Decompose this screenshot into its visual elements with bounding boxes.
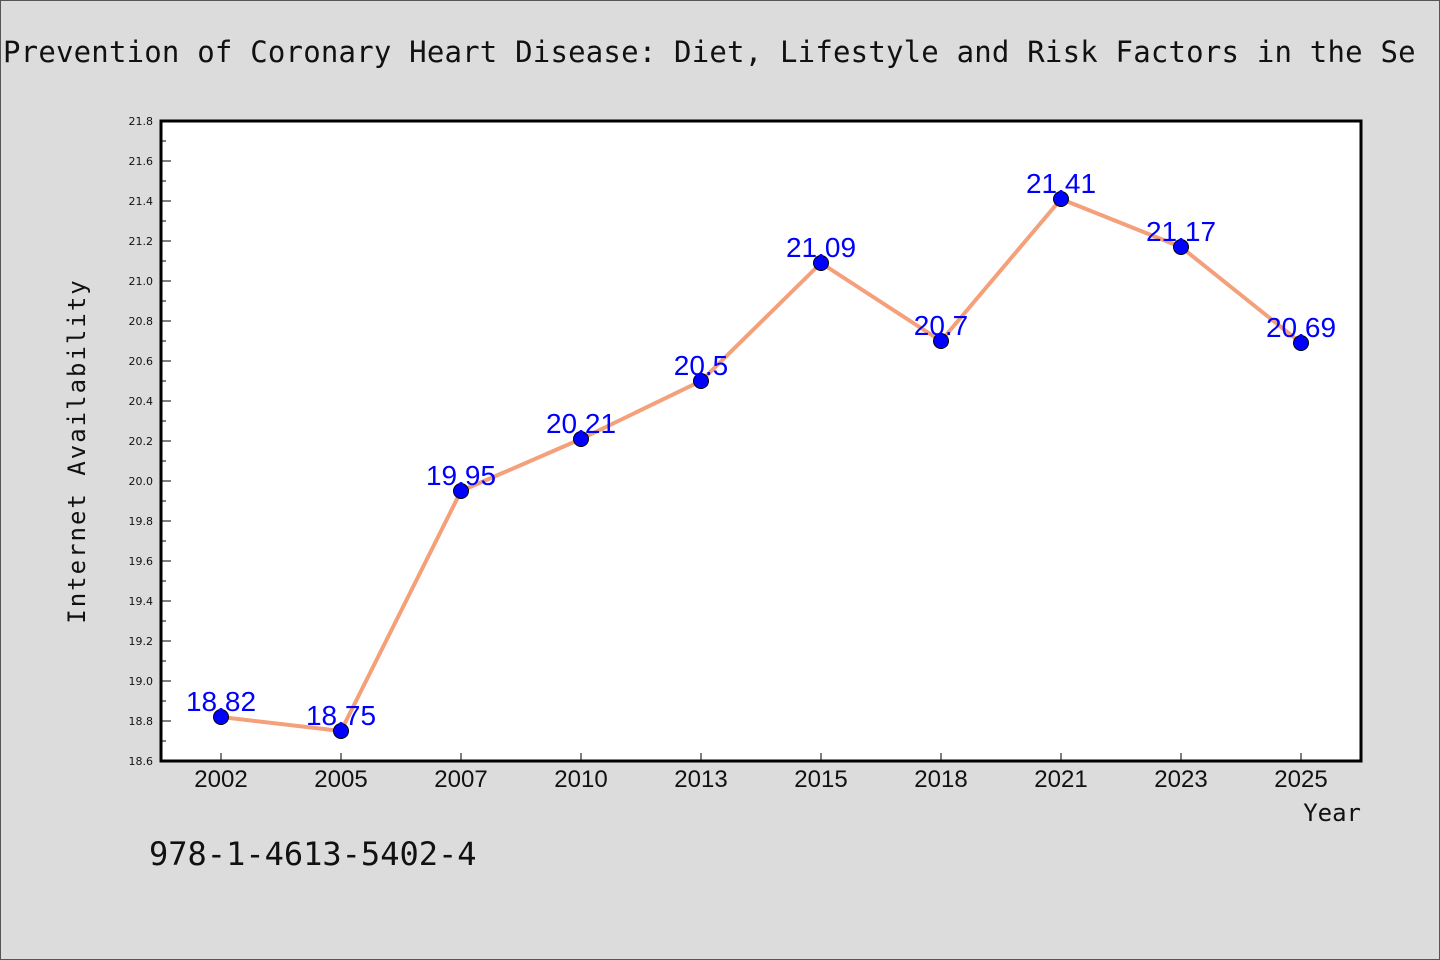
data-point [213,709,229,725]
y-tick-label: 20.6 [129,355,154,368]
data-label: 19.95 [426,460,496,491]
data-label: 21.17 [1146,216,1216,247]
y-tick-label: 20.8 [129,315,154,328]
data-point [333,723,349,739]
y-tick-label: 19.8 [129,515,154,528]
x-axis-label: Year [1303,799,1361,827]
isbn-text: 978-1-4613-5402-4 [149,835,477,873]
y-tick-label: 20.0 [129,475,154,488]
data-point [933,333,949,349]
y-tick-label: 21.0 [129,275,154,288]
data-label: 21.09 [786,232,856,263]
data-point [573,431,589,447]
data-point [1173,239,1189,255]
chart-title: Prevention of Coronary Heart Disease: Di… [3,35,1416,69]
y-tick-label: 19.0 [129,675,154,688]
data-point [453,483,469,499]
y-tick-label: 19.2 [129,635,154,648]
y-tick-label: 18.8 [129,715,154,728]
y-tick-label: 20.2 [129,435,154,448]
y-tick-label: 21.2 [129,235,154,248]
x-tick-label: 2005 [314,766,367,793]
y-tick-label: 20.4 [129,395,154,408]
y-tick-label: 19.6 [129,555,154,568]
data-point [693,373,709,389]
data-label: 18.82 [186,686,256,717]
data-label: 20.7 [914,310,969,341]
series-line [219,197,1303,733]
x-tick-label: 2023 [1154,766,1207,793]
data-label: 18.75 [306,700,376,731]
y-tick-label: 18.6 [129,755,154,768]
y-axis-label: Internet Availability [63,278,91,623]
x-tick-label: 2013 [674,766,727,793]
x-tick-label: 2015 [794,766,847,793]
data-point [1293,335,1309,351]
data-label: 20.5 [674,350,729,381]
x-tick-label: 2002 [194,766,247,793]
x-tick-label: 2007 [434,766,487,793]
x-tick-label: 2010 [554,766,607,793]
x-tick-label: 2021 [1034,766,1087,793]
y-tick-label: 21.8 [129,115,154,128]
data-label: 21.41 [1026,168,1096,199]
data-point [1053,191,1069,207]
x-tick-label: 2025 [1274,766,1327,793]
y-tick-label: 21.4 [129,195,154,208]
y-tick-label: 21.6 [129,155,154,168]
data-point [813,255,829,271]
data-label: 20.21 [546,408,616,439]
y-tick-label: 19.4 [129,595,154,608]
x-tick-label: 2018 [914,766,967,793]
plot-area [159,119,1363,763]
data-label: 20.69 [1266,312,1336,343]
